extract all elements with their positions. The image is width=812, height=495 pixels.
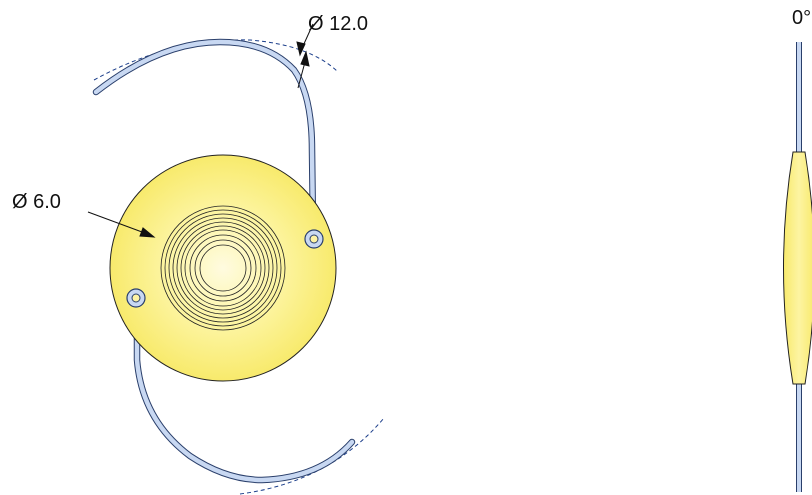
lower-haptic [133, 301, 356, 484]
side-view: 0° [783, 7, 812, 492]
side-optic-profile [783, 151, 812, 385]
outer-diameter-dashed-arc-top [93, 39, 339, 81]
angle-label: 0° [792, 7, 811, 29]
optic [109, 154, 337, 382]
eyelet-upper [304, 229, 324, 249]
diffractive-rings [160, 205, 286, 331]
front-view: Ø 12.0 Ø 6.0 [12, 13, 385, 495]
optic-diameter-dimension [87, 211, 156, 238]
upper-haptic [92, 38, 317, 232]
optic-diameter-label: Ø 6.0 [12, 191, 61, 213]
outer-diameter-dimension [296, 23, 314, 89]
eyelet-lower [126, 288, 146, 308]
outer-diameter-label: Ø 12.0 [308, 13, 368, 35]
